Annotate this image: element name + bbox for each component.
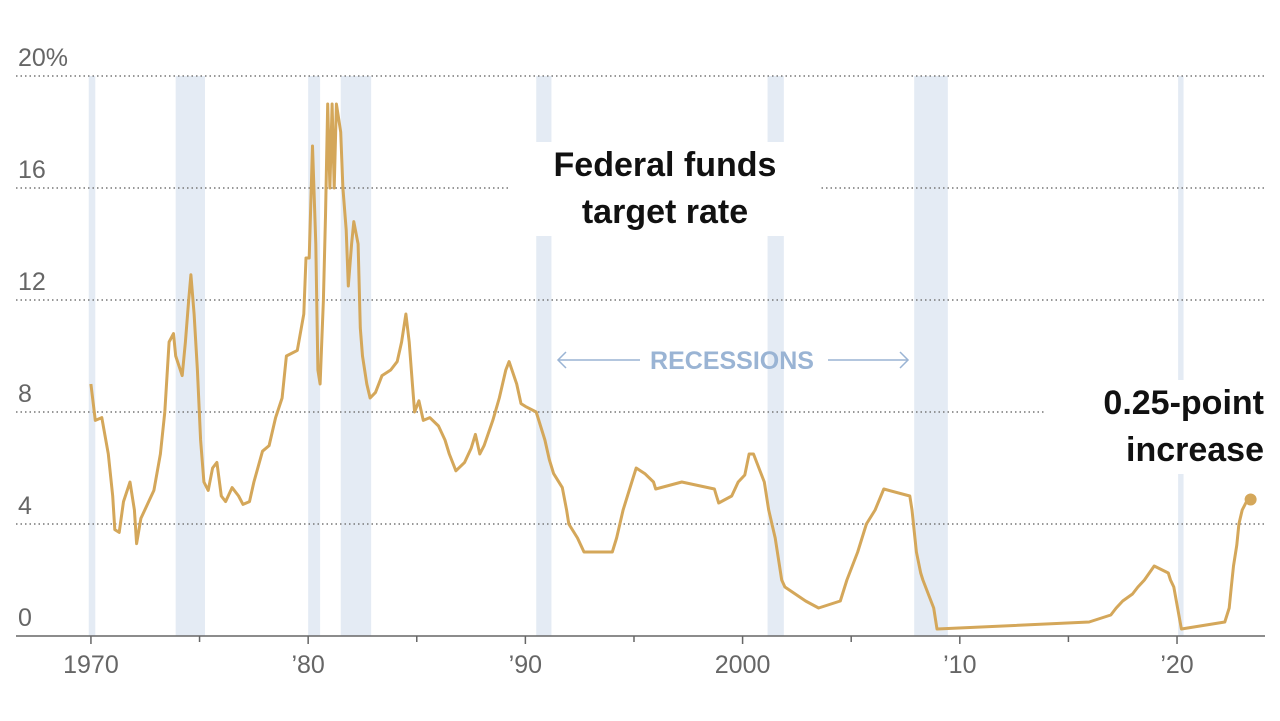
series-line: [89, 102, 1249, 631]
x-tick-label: ’90: [509, 651, 542, 679]
chart-title: Federal funds target rate: [510, 142, 820, 236]
y-tick-label: 4: [18, 492, 32, 520]
recession-band: [308, 76, 321, 636]
x-tick-label: 1970: [63, 651, 119, 679]
recession-label: RECESSIONS: [650, 347, 814, 375]
x-tick-label: 2000: [715, 651, 771, 679]
recession-band: [88, 76, 96, 636]
y-tick-label: 16: [18, 156, 46, 184]
arrow-head: [899, 351, 910, 369]
recession-band: [914, 76, 948, 636]
y-tick-label: 0: [18, 604, 32, 632]
x-tick-label: ’20: [1160, 651, 1193, 679]
y-tick-label: 20%: [18, 44, 68, 72]
x-tick-label: ’80: [291, 651, 324, 679]
recession-band: [340, 76, 372, 636]
recession-band: [175, 76, 205, 636]
annotation: 0.25-point increase: [1046, 380, 1264, 474]
y-tick-label: 12: [18, 268, 46, 296]
y-tick-label: 8: [18, 380, 32, 408]
recession-band: [1178, 76, 1184, 636]
arrow-head: [556, 351, 567, 369]
x-tick-label: ’10: [943, 651, 976, 679]
end-point: [1244, 493, 1257, 506]
